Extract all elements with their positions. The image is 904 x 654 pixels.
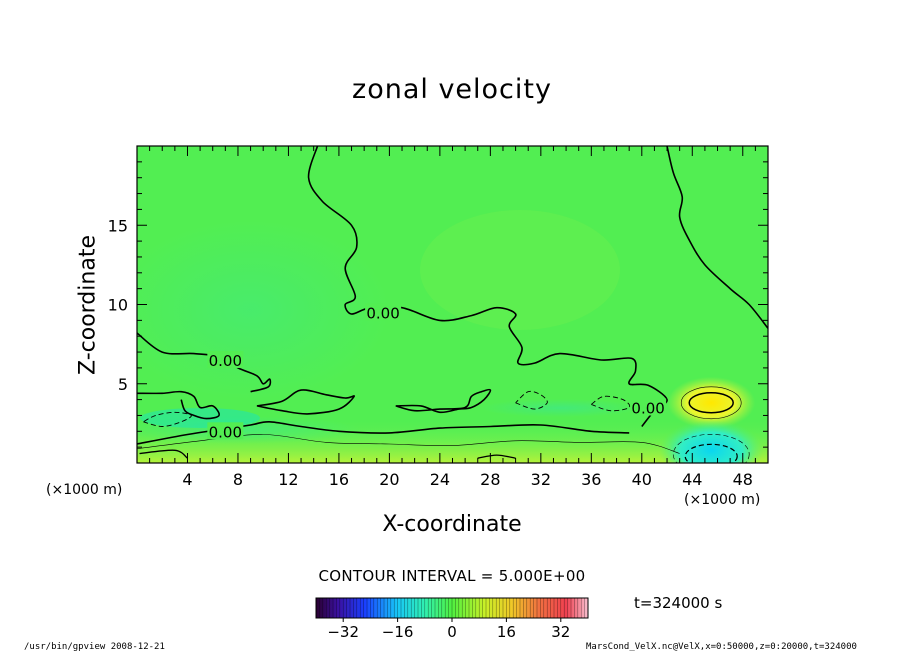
contour-negative-inner [684,443,738,463]
contour-label-bg [207,422,244,440]
contour-label-bg [207,350,244,368]
contour-label-bg [630,398,667,416]
contour-label: 0.00 [209,352,242,370]
contour-line-surface [477,454,516,459]
contour-line-surface [139,449,188,459]
footer-right: MarsCond_VelX.nc@VelX,x=0:50000,z=0:2000… [586,642,857,652]
contour-line-zero [666,146,768,329]
contour-positive-inner [688,392,734,414]
x-tick-label: 16 [329,470,349,489]
x-tick-label: 44 [682,470,702,489]
x-unit-right: (×1000 m) [684,492,761,508]
y-axis-label: Z-coordinate [75,235,101,375]
x-tick-label: 24 [430,470,450,489]
x-tick-label: 8 [233,470,243,489]
y-tick-label: 10 [108,296,128,315]
colorbar-tick-label: 0 [447,623,457,641]
plot-area: 0.00 0.00 0.00 0.00 [137,146,768,463]
contour-line-negative [515,390,548,410]
contour-label: 0.00 [366,304,399,322]
contour-negative-outer [672,434,750,463]
contour-label-bg [365,303,402,321]
contour-lines: 0.00 0.00 0.00 0.00 [137,146,768,463]
chart-title: zonal velocity [352,74,552,105]
time-label: t=324000 s [634,594,723,612]
contour-line-zero [307,146,668,428]
x-tick-label: 4 [182,470,192,489]
colorbar-tick-label: 16 [497,623,516,641]
contour-line-negative [591,395,631,412]
x-tick-label: 28 [480,470,500,489]
contour-line-zero [137,390,220,420]
contour-interval: CONTOUR INTERVAL = 5.000E+00 [318,567,586,585]
y-tick-label: 5 [118,375,128,394]
x-axis-label: X-coordinate [382,512,522,537]
x-tick-label: 48 [733,470,753,489]
colorbar-tick-label: −32 [327,623,359,641]
y-tick-label: 15 [108,216,128,235]
x-tick-label: 36 [581,470,601,489]
negative-jet-core [659,420,764,463]
colorbar-tick-label: −16 [382,623,414,641]
contour-label: 0.00 [631,400,664,418]
x-tick-label: 32 [531,470,551,489]
colorbar: −32 −16 0 16 32 [315,597,589,641]
contour-line-zero [256,389,355,415]
contour-line-zero [395,388,492,414]
contour-label: 0.00 [209,423,242,441]
contour-line-zero [137,332,272,393]
positive-jet-core [667,376,756,429]
contour-positive-outer [680,386,742,420]
contour-line-negative [143,411,192,427]
x-unit-left: (×1000 m) [46,482,123,498]
x-tick-label: 20 [379,470,399,489]
colorbar-tick-label: 32 [551,623,570,641]
x-tick-label: 12 [278,470,298,489]
x-tick-label: 40 [632,470,652,489]
footer-left: /usr/bin/gpview 2008-12-21 [24,642,165,652]
